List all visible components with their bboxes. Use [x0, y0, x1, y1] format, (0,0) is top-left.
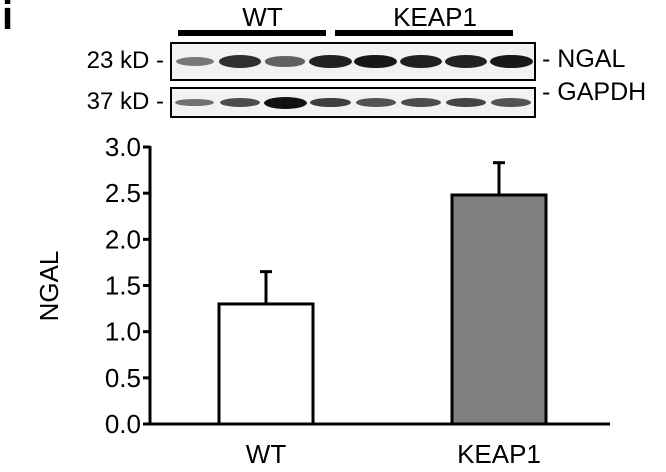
blot-band — [263, 96, 307, 109]
blot-band — [444, 54, 488, 69]
y-tick-label: 1.5 — [105, 271, 141, 301]
blot-band — [490, 54, 533, 69]
y-tick-label: 3.0 — [105, 132, 141, 162]
mw-label-23kd: 23 kD - — [86, 47, 164, 74]
blot-band — [175, 98, 214, 107]
blot-band — [445, 97, 487, 108]
x-tick-label: KEAP1 — [457, 439, 541, 469]
blot-band — [265, 56, 305, 67]
blot-group-bar-wt — [178, 30, 326, 36]
bar-wt — [217, 302, 315, 426]
blot-band — [355, 98, 396, 107]
x-tick-label: WT — [246, 439, 287, 469]
y-tick-label: 2.0 — [105, 224, 141, 254]
y-tick-label: 0.0 — [105, 409, 141, 439]
blot-band — [219, 97, 260, 108]
blot-band — [354, 54, 397, 69]
blot-band — [399, 54, 443, 69]
bar-keap1 — [450, 193, 548, 426]
y-tick-label: 0.5 — [105, 363, 141, 393]
protein-label-ngal: - NGAL — [542, 45, 626, 73]
blot-gapdh — [170, 87, 536, 118]
protein-label-gapdh: - GAPDH — [542, 78, 647, 106]
blot-band — [309, 54, 352, 69]
blot-band — [400, 97, 441, 108]
y-tick-label: 2.5 — [105, 178, 141, 208]
blot-band — [309, 97, 351, 108]
blot-band — [219, 55, 261, 68]
x-axis-labels: WT KEAP1 — [246, 439, 541, 469]
blot-group-bar-keap1 — [335, 30, 513, 36]
blot-group-label-keap1: KEAP1 — [393, 2, 477, 32]
blot-band — [175, 56, 214, 67]
blot-band — [491, 98, 532, 107]
mw-label-37kd: 37 kD - — [86, 88, 164, 115]
bars — [217, 161, 548, 426]
blot-group-label-wt: WT — [242, 2, 283, 32]
panel-letter: i — [2, 0, 14, 38]
y-axis-label: NGAL — [34, 251, 64, 322]
blot-ngal — [170, 42, 536, 81]
y-tick-label: 1.0 — [105, 317, 141, 347]
